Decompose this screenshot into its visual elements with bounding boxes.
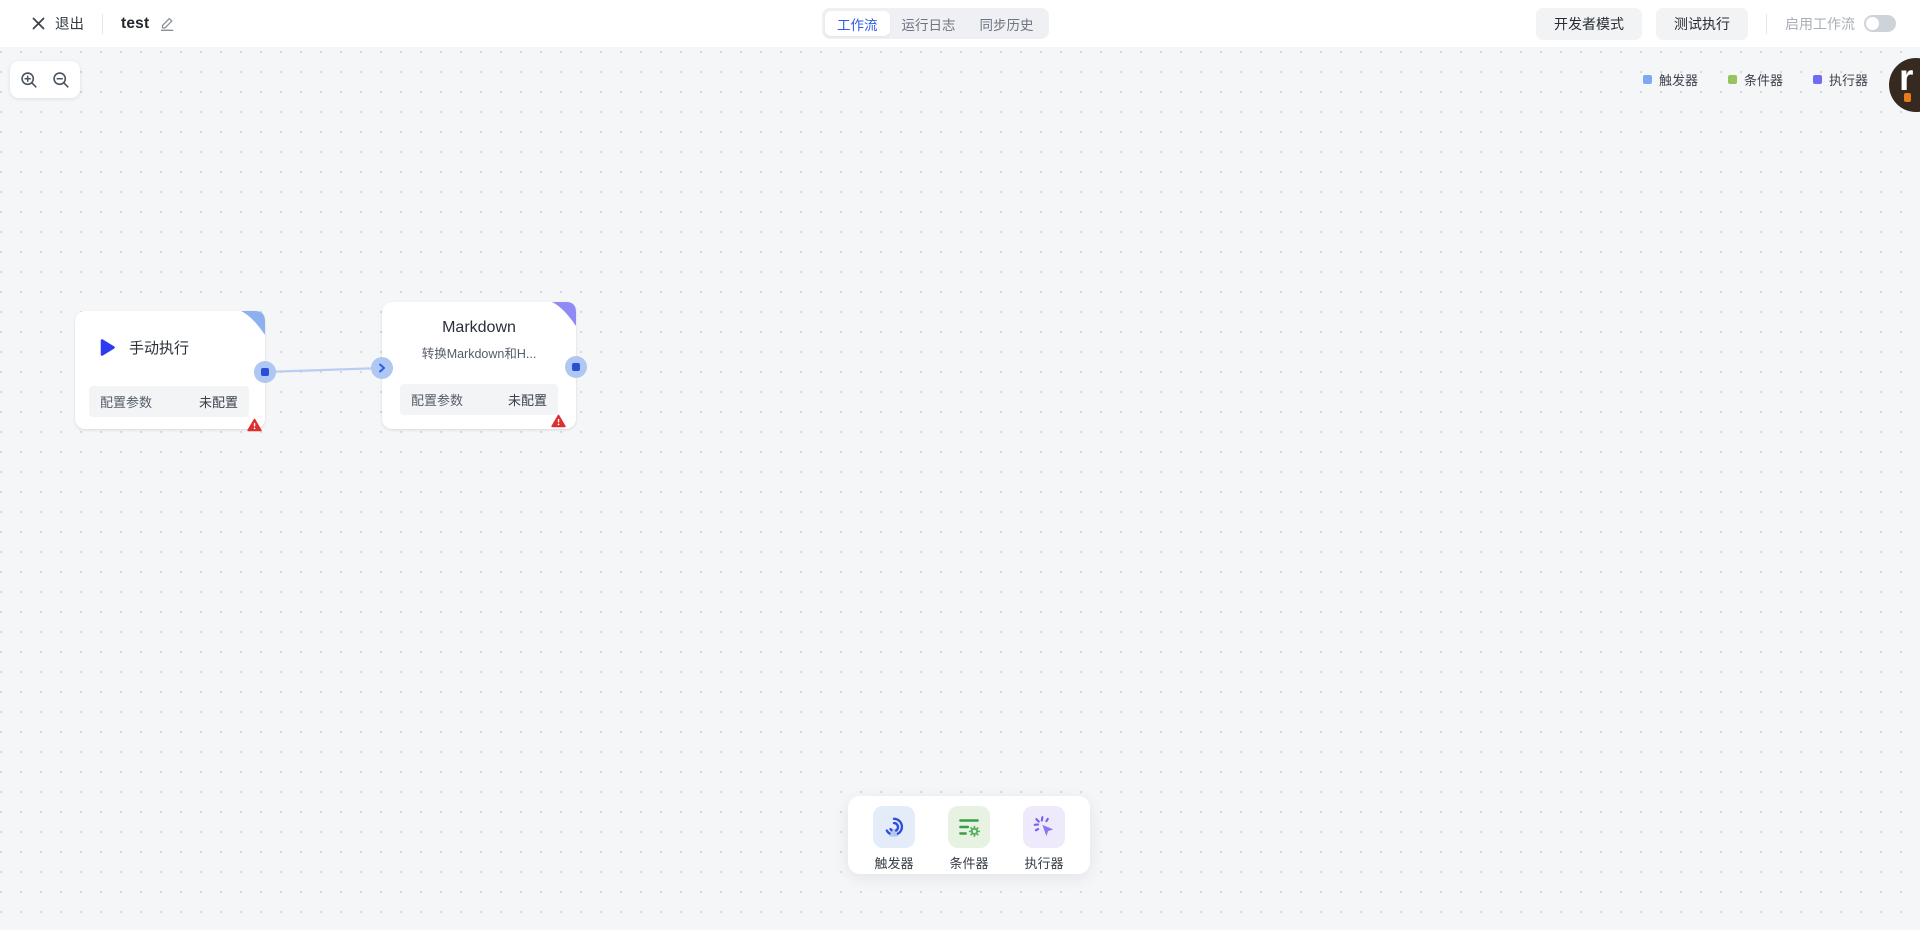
- header-bar: 退出 test 工作流 运行日志 同步历史 开发者模式 测试执行 启用工作流: [0, 0, 1920, 47]
- enable-workflow-toggle[interactable]: [1864, 15, 1896, 32]
- exit-label: 退出: [55, 17, 84, 33]
- zoom-controls: [10, 61, 80, 98]
- legend-label: 执行器: [1828, 73, 1868, 88]
- node-header: 手动执行: [75, 311, 265, 358]
- avatar-letter: r: [1899, 58, 1914, 98]
- legend-item-trigger: 触发器: [1642, 70, 1698, 89]
- play-icon: [99, 338, 116, 357]
- enable-workflow-group: 启用工作流: [1785, 14, 1896, 34]
- param-label: 配置参数: [411, 393, 464, 408]
- avatar-logo-dot: [1904, 93, 1911, 102]
- param-label: 配置参数: [100, 395, 153, 410]
- param-row: 配置参数 未配置: [89, 386, 249, 417]
- node-type-legend: 触发器 条件器 执行器: [1642, 70, 1868, 89]
- enable-workflow-label: 启用工作流: [1785, 15, 1855, 32]
- close-icon: [30, 15, 47, 32]
- zoom-out-icon[interactable]: [48, 67, 74, 93]
- workflow-canvas[interactable]: 触发器 条件器 执行器 r 手动执行: [0, 47, 1920, 930]
- palette-label: 执行器: [1024, 856, 1064, 871]
- palette-item-trigger[interactable]: 触发器: [862, 806, 926, 872]
- condition-color-swatch: [1727, 75, 1737, 84]
- broadcast-trigger-icon: [873, 806, 915, 848]
- view-tabs: 工作流 运行日志 同步历史: [822, 8, 1049, 39]
- output-port[interactable]: [254, 361, 276, 383]
- legend-item-condition: 条件器: [1727, 70, 1783, 89]
- header-divider: [102, 13, 103, 34]
- trigger-color-swatch: [1642, 75, 1652, 84]
- palette-item-condition[interactable]: 条件器: [937, 806, 1001, 872]
- edit-pencil-icon[interactable]: [159, 16, 175, 32]
- warning-icon: [247, 418, 262, 432]
- node-markdown[interactable]: Markdown 转换Markdown和H... 配置参数 未配置: [371, 302, 587, 429]
- header-divider: [1766, 13, 1767, 34]
- node-manual-trigger[interactable]: 手动执行 配置参数 未配置: [75, 311, 276, 432]
- workflow-name: test: [121, 14, 150, 32]
- toggle-knob: [1866, 17, 1879, 30]
- developer-mode-button[interactable]: 开发者模式: [1536, 7, 1642, 40]
- param-value: 未配置: [198, 395, 238, 410]
- user-avatar[interactable]: r: [1889, 58, 1920, 112]
- port-handle: [572, 363, 580, 371]
- chevron-right-icon: [379, 363, 385, 373]
- header-left-group: 退出 test: [30, 0, 175, 47]
- condition-list-gear-icon: [948, 806, 990, 848]
- tab-sync-history[interactable]: 同步历史: [979, 17, 1034, 33]
- legend-item-executor: 执行器: [1812, 70, 1868, 89]
- param-value: 未配置: [507, 393, 547, 408]
- warning-icon: [551, 414, 566, 428]
- executor-cursor-spark-icon: [1023, 806, 1065, 848]
- input-port[interactable]: [371, 357, 393, 379]
- exit-button[interactable]: 退出: [30, 13, 84, 34]
- param-row: 配置参数 未配置: [400, 384, 558, 415]
- node-subtitle: 转换Markdown和H...: [421, 347, 537, 361]
- legend-label: 触发器: [1658, 73, 1698, 88]
- node-palette: 触发器: [848, 796, 1090, 874]
- tab-run-logs[interactable]: 运行日志: [901, 17, 956, 33]
- test-run-button[interactable]: 测试执行: [1656, 7, 1748, 40]
- zoom-in-icon[interactable]: [16, 67, 42, 93]
- tab-workflow[interactable]: 工作流: [825, 11, 890, 36]
- header-right-group: 开发者模式 测试执行 启用工作流: [1536, 0, 1896, 47]
- palette-label: 条件器: [949, 856, 989, 871]
- palette-item-executor[interactable]: 执行器: [1012, 806, 1076, 872]
- node-title: Markdown: [442, 319, 516, 336]
- legend-label: 条件器: [1743, 73, 1783, 88]
- palette-label: 触发器: [874, 856, 914, 871]
- node-title: 手动执行: [129, 340, 190, 357]
- executor-color-swatch: [1812, 75, 1822, 84]
- output-port[interactable]: [565, 356, 587, 378]
- port-handle: [261, 368, 269, 376]
